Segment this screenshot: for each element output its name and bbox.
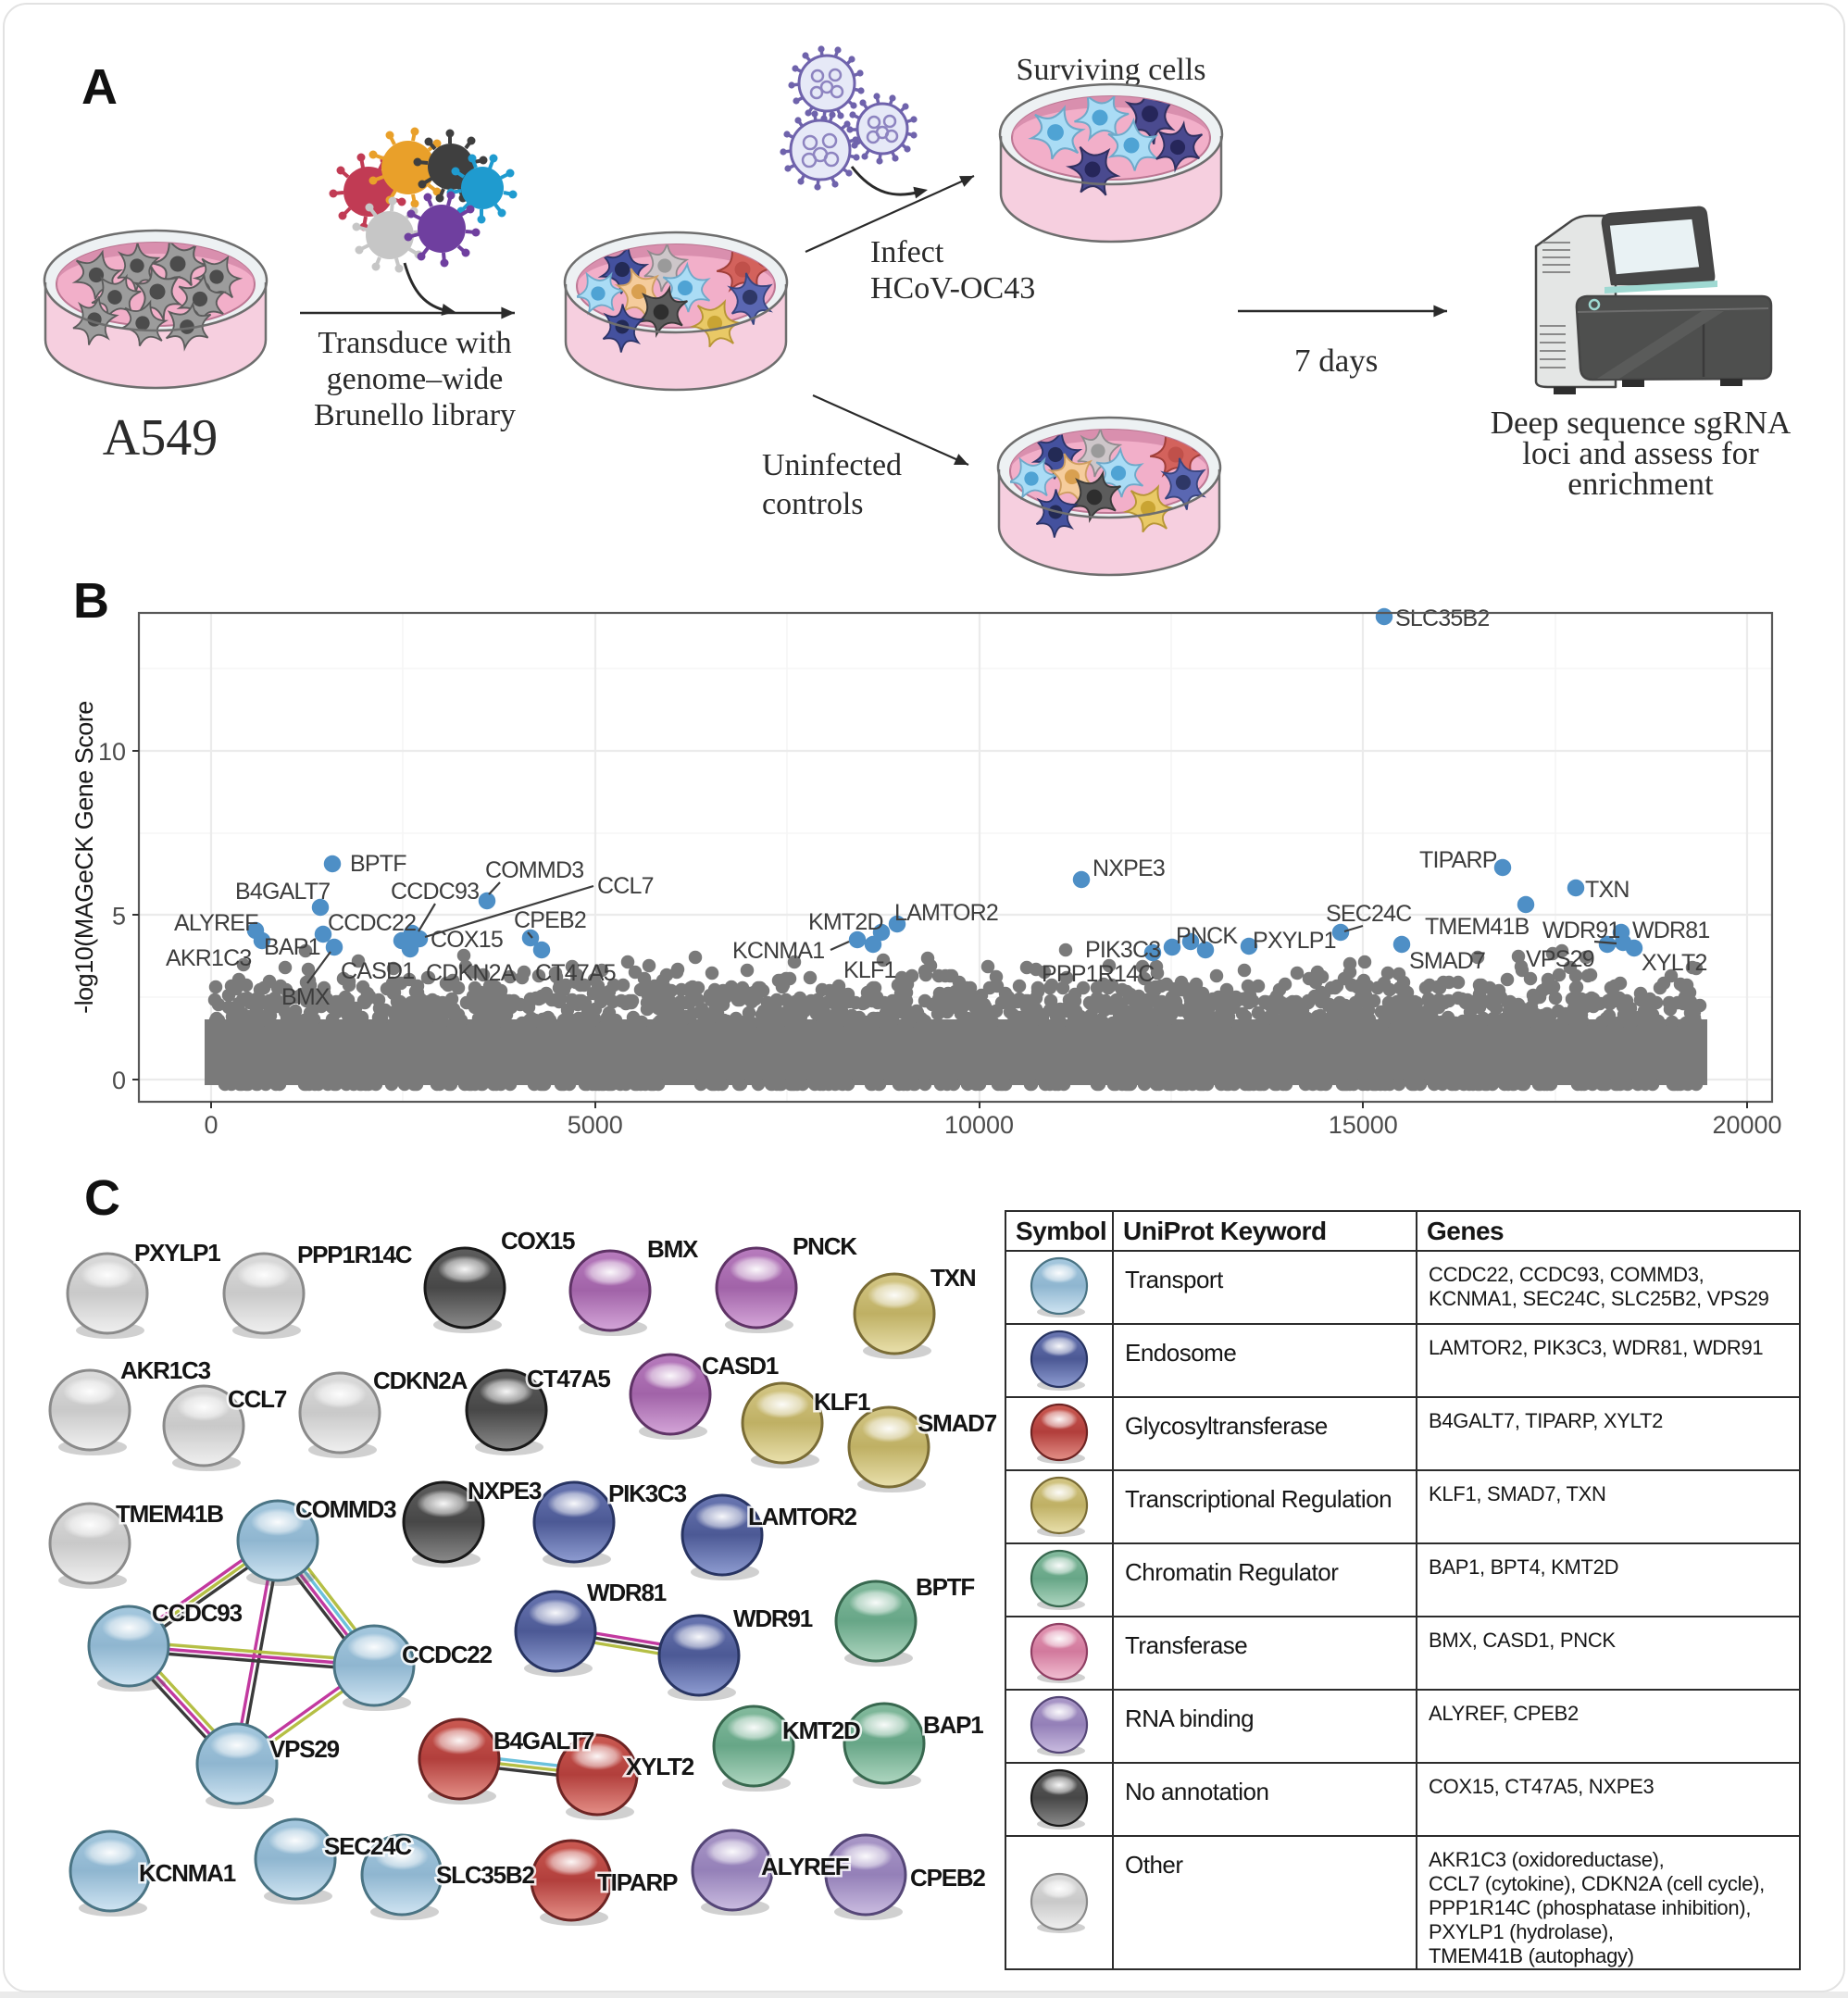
svg-text:C: C [84,1170,120,1226]
svg-text:BMX: BMX [647,1235,699,1263]
svg-text:Deep sequence sgRNA: Deep sequence sgRNA [1491,405,1792,441]
svg-text:AKR1C3: AKR1C3 [166,945,251,971]
svg-text:5000: 5000 [568,1111,623,1139]
svg-text:CCL7: CCL7 [228,1385,287,1413]
svg-text:BPTF: BPTF [916,1573,974,1601]
svg-text:B4GALT7: B4GALT7 [493,1727,594,1754]
svg-text:TMEM41B: TMEM41B [116,1500,223,1528]
svg-text:ALYREF: ALYREF [174,910,258,936]
svg-text:KMT2D: KMT2D [782,1717,860,1744]
svg-text:PPP1R14C: PPP1R14C [1042,961,1155,987]
svg-text:WDR91: WDR91 [733,1605,813,1632]
svg-text:Infect: Infect [870,235,944,269]
svg-text:WDR81: WDR81 [1632,918,1710,943]
svg-text:XYLT2: XYLT2 [626,1753,694,1780]
svg-text:CDKN2A: CDKN2A [426,960,517,986]
svg-text:SMAD7: SMAD7 [918,1409,997,1437]
svg-text:CT47A5: CT47A5 [535,960,616,986]
svg-text:Transduce with: Transduce with [318,326,511,360]
svg-text:7 days: 7 days [1294,343,1378,379]
svg-text:CCDC22: CCDC22 [328,910,416,936]
svg-text:PNCK: PNCK [1176,923,1238,949]
svg-text:COX15: COX15 [431,927,503,953]
svg-text:Brunello library: Brunello library [314,398,516,432]
svg-text:enrichment: enrichment [1567,466,1714,502]
svg-text:SLC35B2: SLC35B2 [1395,606,1489,631]
svg-text:SEC24C: SEC24C [1326,901,1412,927]
svg-text:NXPE3: NXPE3 [468,1477,542,1505]
svg-text:BPTF: BPTF [350,851,406,877]
svg-text:CASD1: CASD1 [341,958,414,984]
svg-text:WDR91: WDR91 [1542,918,1620,943]
svg-text:20000: 20000 [1712,1111,1781,1139]
svg-text:SMAD7: SMAD7 [1409,948,1485,974]
svg-text:KLF1: KLF1 [814,1388,870,1416]
svg-text:KMT2D: KMT2D [808,909,883,935]
svg-text:A: A [81,59,118,115]
svg-text:0: 0 [204,1111,218,1139]
svg-text:PNCK: PNCK [793,1232,857,1260]
svg-text:A549: A549 [103,409,218,467]
svg-text:ALYREF: ALYREF [761,1853,849,1880]
svg-text:AKR1C3: AKR1C3 [120,1356,211,1384]
svg-text:CCDC22: CCDC22 [402,1641,493,1668]
svg-text:PIK3C3: PIK3C3 [608,1480,687,1507]
svg-text:LAMTOR2: LAMTOR2 [748,1503,857,1530]
svg-text:PPP1R14C: PPP1R14C [297,1241,413,1268]
svg-text:Uninfected: Uninfected [762,448,902,482]
svg-text:BAP1: BAP1 [264,934,320,960]
svg-text:SLC35B2: SLC35B2 [436,1861,534,1889]
svg-text:CASD1: CASD1 [702,1352,779,1380]
svg-text:B: B [73,573,109,629]
svg-text:TIPARP: TIPARP [1419,847,1497,873]
svg-text:SEC24C: SEC24C [324,1832,412,1860]
svg-text:CPEB2: CPEB2 [910,1864,985,1892]
svg-text:B4GALT7: B4GALT7 [235,879,330,905]
svg-text:KLF1: KLF1 [843,957,896,983]
svg-text:TIPARP: TIPARP [597,1868,678,1896]
svg-text:COMMD3: COMMD3 [295,1495,396,1523]
svg-text:WDR81: WDR81 [587,1579,667,1606]
svg-text:HCoV-OC43: HCoV-OC43 [870,271,1035,306]
svg-text:NXPE3: NXPE3 [1093,855,1165,881]
svg-text:XYLT2: XYLT2 [1642,950,1707,976]
svg-text:VPS29: VPS29 [1526,946,1594,972]
svg-text:TXN: TXN [930,1264,976,1292]
svg-text:KCNMA1: KCNMA1 [139,1859,236,1887]
svg-text:BMX: BMX [281,984,331,1010]
svg-text:15000: 15000 [1329,1111,1398,1139]
svg-text:PXYLP1: PXYLP1 [134,1239,220,1267]
svg-text:-log10(MAGeCK Gene Score: -log10(MAGeCK Gene Score [70,701,98,1014]
svg-text:CT47A5: CT47A5 [527,1365,610,1392]
svg-text:COX15: COX15 [501,1227,575,1255]
svg-text:CCDC93: CCDC93 [391,879,479,905]
svg-text:genome–wide: genome–wide [327,362,504,396]
svg-text:loci and assess for: loci and assess for [1522,435,1759,471]
svg-text:TMEM41B: TMEM41B [1425,914,1530,940]
svg-text:VPS29: VPS29 [269,1735,340,1763]
svg-text:5: 5 [112,903,126,930]
svg-text:COMMD3: COMMD3 [485,857,583,883]
svg-text:10: 10 [98,738,126,766]
svg-text:10000: 10000 [944,1111,1014,1139]
svg-text:KCNMA1: KCNMA1 [732,938,824,964]
svg-text:LAMTOR2: LAMTOR2 [894,900,998,926]
svg-text:CDKN2A: CDKN2A [373,1367,468,1394]
svg-text:CCDC93: CCDC93 [152,1599,243,1627]
svg-text:0: 0 [112,1067,126,1094]
svg-text:CPEB2: CPEB2 [514,907,586,933]
svg-text:controls: controls [762,487,864,521]
svg-text:BAP1: BAP1 [923,1711,983,1739]
svg-text:CCL7: CCL7 [597,873,654,899]
svg-text:Surviving cells: Surviving cells [1017,53,1206,87]
svg-text:TXN: TXN [1585,877,1629,903]
svg-text:PIK3C3: PIK3C3 [1085,937,1160,963]
svg-text:PXYLP1: PXYLP1 [1253,928,1336,954]
